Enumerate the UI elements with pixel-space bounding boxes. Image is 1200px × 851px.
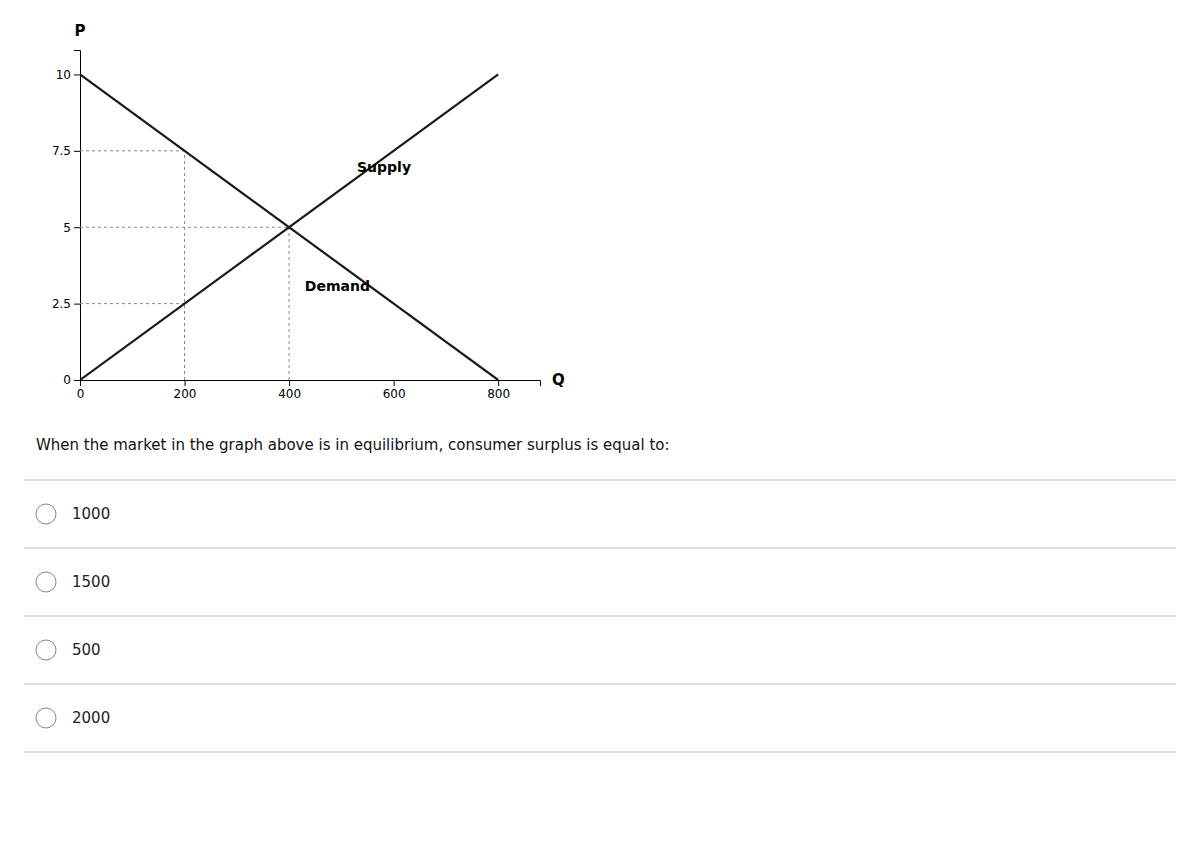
y-tick-mark <box>74 227 80 228</box>
y-tick-label: 5 <box>63 221 71 235</box>
x-tick: 200 <box>174 380 197 401</box>
x-tick-mark <box>498 380 499 386</box>
x-tick: 800 <box>487 380 510 401</box>
y-tick-mark <box>74 304 80 305</box>
plot: 0 200 400 600 800 0 2.5 5 7.5 10 Q P Supply Demand <box>52 22 565 401</box>
x-tick-label: 0 <box>77 387 85 401</box>
x-tick-mark <box>185 380 186 386</box>
x-tick-mark <box>394 380 395 386</box>
reference-line-horizontal <box>80 227 289 228</box>
separator <box>24 684 1176 685</box>
y-tick-label: 7.5 <box>52 144 71 158</box>
option[interactable]: 1500 <box>36 572 110 592</box>
x-tick-mark <box>289 380 290 386</box>
radio-button[interactable] <box>36 640 56 660</box>
option[interactable]: 500 <box>36 640 101 660</box>
x-axis-line <box>81 381 541 387</box>
radio-button[interactable] <box>36 572 56 592</box>
y-tick-label: 2.5 <box>52 297 71 311</box>
series-line <box>80 74 498 380</box>
option-text[interactable]: 1000 <box>72 505 110 523</box>
option[interactable]: 2000 <box>36 708 110 728</box>
series-line <box>80 74 498 380</box>
separator <box>24 616 1176 617</box>
y-tick: 2.5 <box>52 297 80 311</box>
x-tick: 0 <box>77 380 85 401</box>
y-tick-label: 0 <box>63 373 71 387</box>
y-tick-mark <box>74 74 80 75</box>
y-tick-mark <box>74 151 80 152</box>
option[interactable]: 1000 <box>36 504 110 524</box>
x-tick-label: 400 <box>278 387 301 401</box>
reference-line-horizontal <box>80 303 185 304</box>
separator <box>24 548 1176 549</box>
annotation: Supply <box>357 159 411 175</box>
y-tick: 0 <box>63 373 80 387</box>
x-tick-label: 200 <box>174 387 197 401</box>
x-tick-label: 800 <box>487 387 510 401</box>
x-tick-label: 600 <box>383 387 406 401</box>
y-axis-line <box>74 51 81 381</box>
separator <box>24 480 1176 481</box>
y-tick-label: 10 <box>56 68 71 82</box>
question: When the market in the graph above is in… <box>24 436 1176 752</box>
x-axis-label: Q <box>552 371 565 389</box>
annotation: Demand <box>305 278 370 294</box>
option-text[interactable]: 500 <box>72 641 101 659</box>
y-tick: 7.5 <box>52 144 80 158</box>
y-axis: 0 2.5 5 7.5 10 <box>52 51 81 388</box>
y-tick: 5 <box>63 221 80 235</box>
option-text[interactable]: 1500 <box>72 573 110 591</box>
x-tick: 400 <box>278 380 301 401</box>
option-text[interactable]: 2000 <box>72 709 110 727</box>
marks <box>80 74 498 380</box>
reference-line-horizontal <box>80 150 185 151</box>
reference-line-vertical <box>184 151 185 380</box>
separator <box>24 752 1176 753</box>
x-tick: 600 <box>383 380 406 401</box>
radio-button[interactable] <box>36 504 56 524</box>
y-tick-mark <box>74 380 80 381</box>
y-tick: 10 <box>56 68 80 82</box>
question-text: When the market in the graph above is in… <box>36 436 670 454</box>
chart: 0 200 400 600 800 0 2.5 5 7.5 10 Q P Supply Demand Whe… <box>0 0 1200 851</box>
radio-button[interactable] <box>36 708 56 728</box>
reference-line-vertical <box>184 304 185 380</box>
x-axis: 0 200 400 600 800 <box>77 380 541 401</box>
y-axis-label: P <box>75 22 86 40</box>
reference-line-vertical <box>289 227 290 380</box>
